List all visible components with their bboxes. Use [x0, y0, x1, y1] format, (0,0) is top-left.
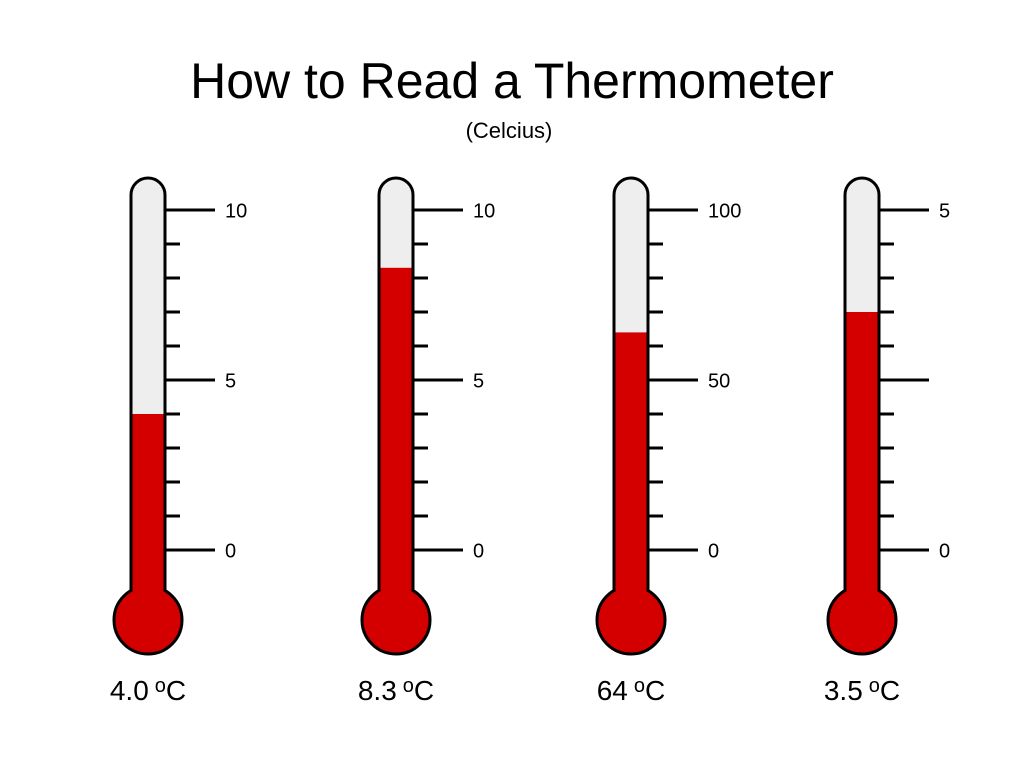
liquid	[380, 267, 412, 600]
reading-degree: o	[155, 675, 166, 697]
tick-label: 0	[473, 540, 484, 562]
reading: 3.5 oC	[824, 675, 900, 706]
reading-unit: C	[414, 675, 434, 706]
tick-label: 5	[939, 200, 950, 222]
reading: 4.0 oC	[110, 675, 186, 706]
reading-unit: C	[166, 675, 186, 706]
subtitle: (Celcius)	[466, 118, 553, 143]
tick-label: 0	[939, 540, 950, 562]
tick-label: 10	[225, 200, 247, 222]
bulb-neck	[380, 575, 412, 605]
reading: 8.3 oC	[358, 675, 434, 706]
reading-value: 3.5	[824, 675, 863, 706]
bulb-neck	[846, 575, 878, 605]
bulb-neck	[132, 575, 164, 605]
bulb-neck	[615, 575, 647, 605]
tick-label: 10	[473, 200, 495, 222]
liquid	[615, 332, 647, 600]
title: How to Read a Thermometer	[190, 53, 834, 109]
reading-degree: o	[634, 675, 645, 697]
tick-label: 5	[473, 370, 484, 392]
tick-label: 50	[708, 370, 730, 392]
reading-value: 64	[597, 675, 628, 706]
reading-unit: C	[645, 675, 665, 706]
tick-label: 100	[708, 200, 741, 222]
reading: 64 oC	[597, 675, 666, 706]
tick-label: 5	[225, 370, 236, 392]
tick-label: 0	[225, 540, 236, 562]
reading-degree: o	[869, 675, 880, 697]
reading-value: 4.0	[110, 675, 149, 706]
reading-value: 8.3	[358, 675, 397, 706]
liquid	[132, 414, 164, 600]
liquid	[846, 312, 878, 600]
tick-label: 0	[708, 540, 719, 562]
reading-degree: o	[403, 675, 414, 697]
reading-unit: C	[880, 675, 900, 706]
